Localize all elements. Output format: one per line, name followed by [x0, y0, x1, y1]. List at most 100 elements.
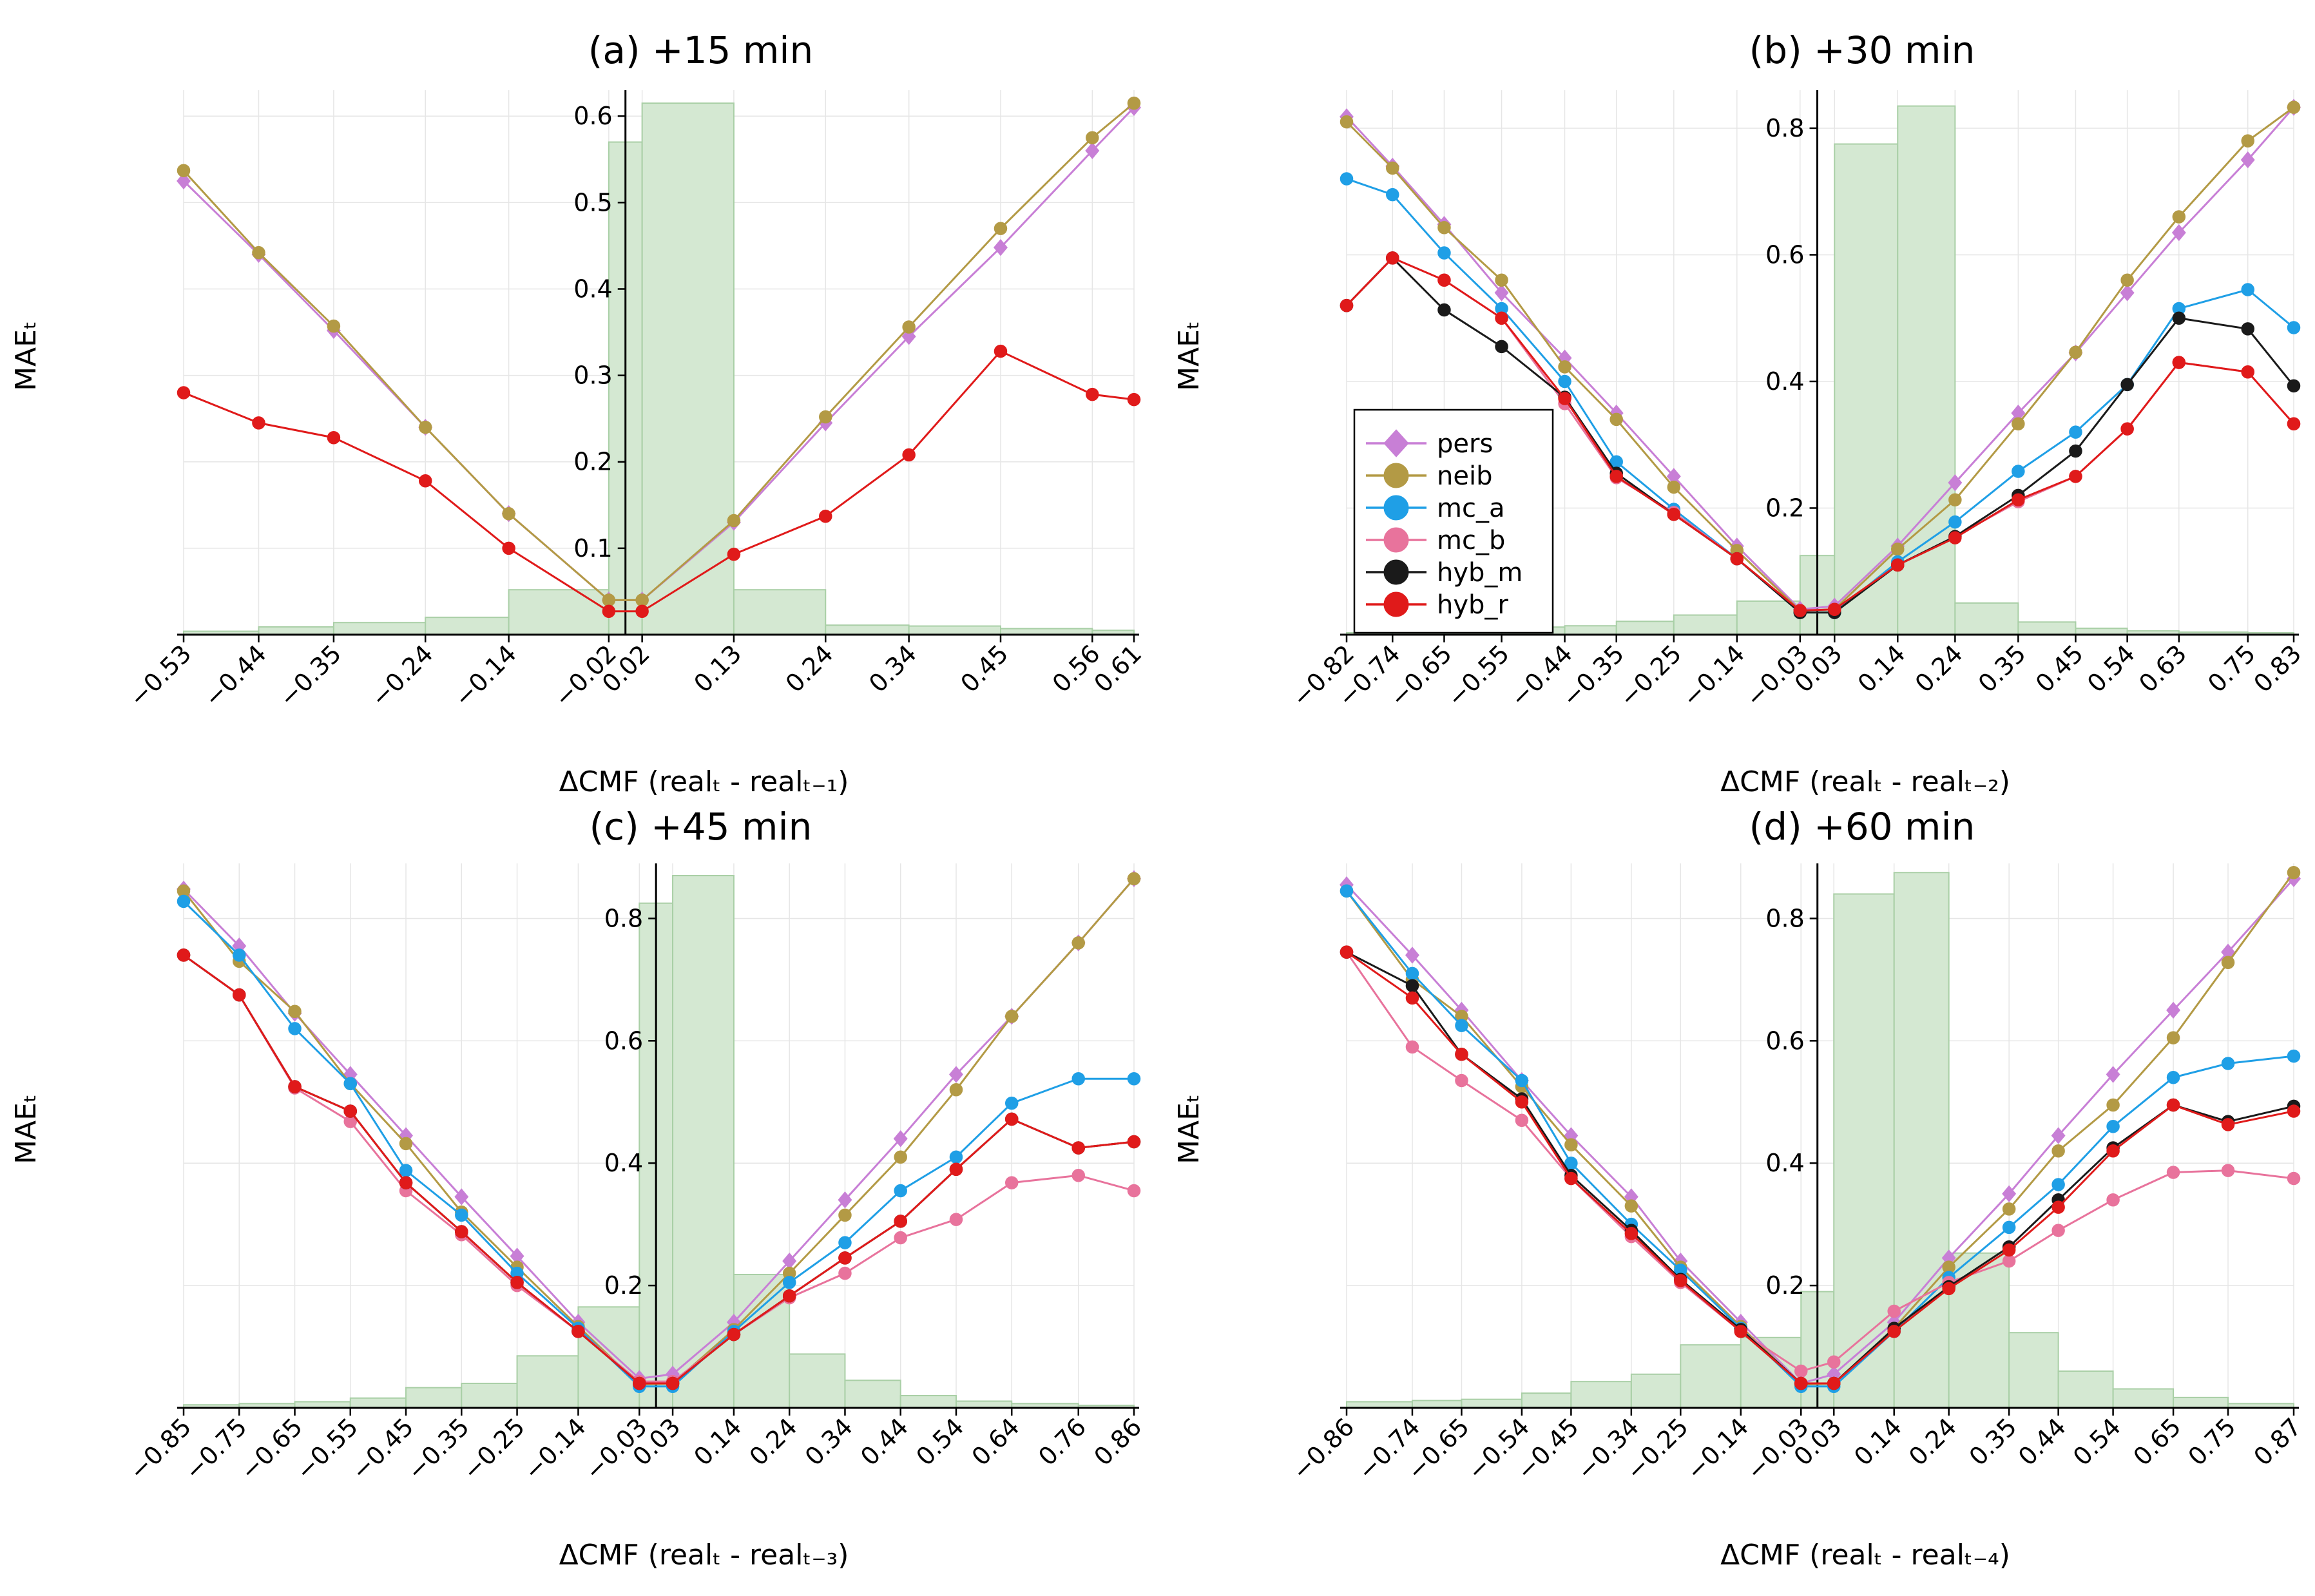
data-point-hyb_r — [572, 1325, 585, 1338]
data-point-hyb_r — [1515, 1095, 1529, 1109]
data-point-hyb_m — [2287, 379, 2301, 393]
series-line-mc_b — [183, 954, 1135, 1383]
y-tick-label: 0.8 — [1765, 114, 1804, 142]
histogram-bar — [1461, 1398, 1523, 1409]
histogram-bar — [1521, 1392, 1572, 1409]
data-point-hyb_r — [2051, 1200, 2065, 1214]
data-point-neib — [327, 319, 341, 333]
data-point-mc_a — [2287, 321, 2301, 334]
data-point-mc_a — [1127, 1072, 1141, 1086]
histogram-bar — [2017, 621, 2077, 635]
data-point-neib — [1891, 543, 1905, 556]
data-point-mc_b — [894, 1231, 907, 1245]
legend-label-hyb_r: hyb_r — [1437, 590, 1508, 620]
y-tick-label: 0.5 — [573, 188, 612, 216]
histogram-bar — [425, 617, 510, 636]
data-point-hyb_r — [1827, 1376, 1841, 1390]
series-line-mc_a — [1345, 890, 2294, 1388]
data-point-neib — [727, 514, 741, 528]
y-tick-label: 0.6 — [573, 102, 612, 130]
data-point-neib — [949, 1083, 963, 1097]
legend-label-neib: neib — [1437, 461, 1492, 491]
data-point-mc_b — [2051, 1224, 2065, 1237]
data-point-neib — [2069, 345, 2082, 360]
data-point-hyb_r — [1127, 392, 1141, 407]
data-point-hyb_r — [502, 541, 515, 555]
data-point-hyb_r — [1564, 1171, 1578, 1186]
histogram-bar — [1615, 620, 1675, 635]
data-point-hyb_r — [602, 604, 616, 619]
data-point-hyb_r — [1340, 298, 1354, 312]
histogram-bar — [2112, 1388, 2175, 1409]
data-point-hyb_r — [1730, 552, 1744, 566]
histogram-bar — [1893, 872, 1950, 1409]
data-point-hyb_r — [2287, 417, 2301, 431]
data-point-hyb_r — [288, 1080, 302, 1093]
series-line-pers — [182, 878, 1135, 1380]
data-point-mc_a — [1071, 1072, 1085, 1086]
data-point-hyb_r — [1455, 1047, 1468, 1061]
data-point-mc_b — [2221, 1164, 2235, 1177]
y-tick-label: 0.4 — [604, 1149, 643, 1177]
histogram-bar — [2057, 1370, 2114, 1409]
histogram-bar — [825, 624, 910, 636]
data-point-mc_b — [2002, 1254, 2016, 1268]
data-point-hyb_r — [1558, 392, 1571, 405]
data-point-neib — [2287, 865, 2301, 880]
y-tick-label: 0.8 — [1765, 904, 1804, 932]
data-point-mc_a — [894, 1184, 907, 1198]
data-point-hyb_r — [2106, 1144, 2120, 1158]
data-point-hyb_r — [177, 948, 191, 962]
data-point-neib — [635, 593, 649, 607]
data-point-hyb_r — [819, 509, 832, 523]
data-point-hyb_m — [2069, 444, 2082, 458]
y-tick-label: 0.2 — [573, 448, 612, 476]
data-point-hyb_r — [2120, 422, 2134, 436]
data-point-mc_b — [1127, 1184, 1141, 1198]
data-point-hyb_r — [994, 344, 1008, 358]
data-point-mc_a — [1405, 966, 1419, 981]
data-point-neib — [1564, 1138, 1578, 1151]
data-point-pers — [2240, 151, 2255, 169]
data-point-mc_a — [949, 1150, 963, 1164]
histogram-bar — [1630, 1373, 1682, 1409]
data-point-mc_b — [838, 1266, 852, 1280]
data-point-hyb_r — [2166, 1098, 2180, 1112]
data-point-neib — [2221, 956, 2235, 970]
data-point-hyb_r — [233, 988, 246, 1002]
histogram-bar — [899, 1395, 957, 1409]
x-axis-label: ΔCMF (realₜ - realₜ₋₁) — [559, 765, 849, 798]
data-point-hyb_r — [1828, 602, 1841, 616]
legend-label-hyb_m: hyb_m — [1437, 558, 1523, 588]
data-point-neib — [1127, 872, 1141, 885]
y-tick-label: 0.1 — [573, 534, 612, 562]
data-point-hyb_r — [418, 474, 432, 488]
data-point-hyb_r — [2069, 470, 2082, 483]
data-point-hyb_r — [2002, 1243, 2016, 1257]
data-point-hyb_m — [2241, 322, 2254, 336]
data-point-hyb_r — [1340, 945, 1354, 959]
data-point-mc_a — [1515, 1073, 1529, 1088]
data-point-neib — [1004, 1010, 1019, 1023]
histogram-bar — [908, 625, 1001, 635]
data-point-neib — [894, 1150, 907, 1164]
data-point-neib — [602, 593, 616, 607]
data-point-hyb_r — [1734, 1325, 1748, 1338]
data-point-mc_a — [2002, 1220, 2016, 1235]
data-point-hyb_r — [1667, 508, 1681, 521]
y-tick-label: 0.8 — [604, 904, 643, 932]
data-point-hyb_r — [455, 1225, 468, 1238]
data-point-hyb_r — [949, 1162, 963, 1176]
data-point-neib — [1609, 412, 1623, 427]
data-point-hyb_m — [2172, 311, 2186, 325]
data-point-hyb_r — [1674, 1274, 1687, 1287]
histogram-bar — [2173, 1396, 2229, 1409]
series-line-hyb_r — [183, 954, 1135, 1385]
legend-label-pers: pers — [1437, 429, 1493, 459]
legend-label-mc_a: mc_a — [1437, 494, 1504, 523]
histogram-bar — [405, 1387, 463, 1409]
y-tick-label: 0.6 — [604, 1026, 643, 1055]
data-point-hyb_r — [1609, 470, 1623, 483]
data-point-hyb_r — [666, 1376, 680, 1390]
